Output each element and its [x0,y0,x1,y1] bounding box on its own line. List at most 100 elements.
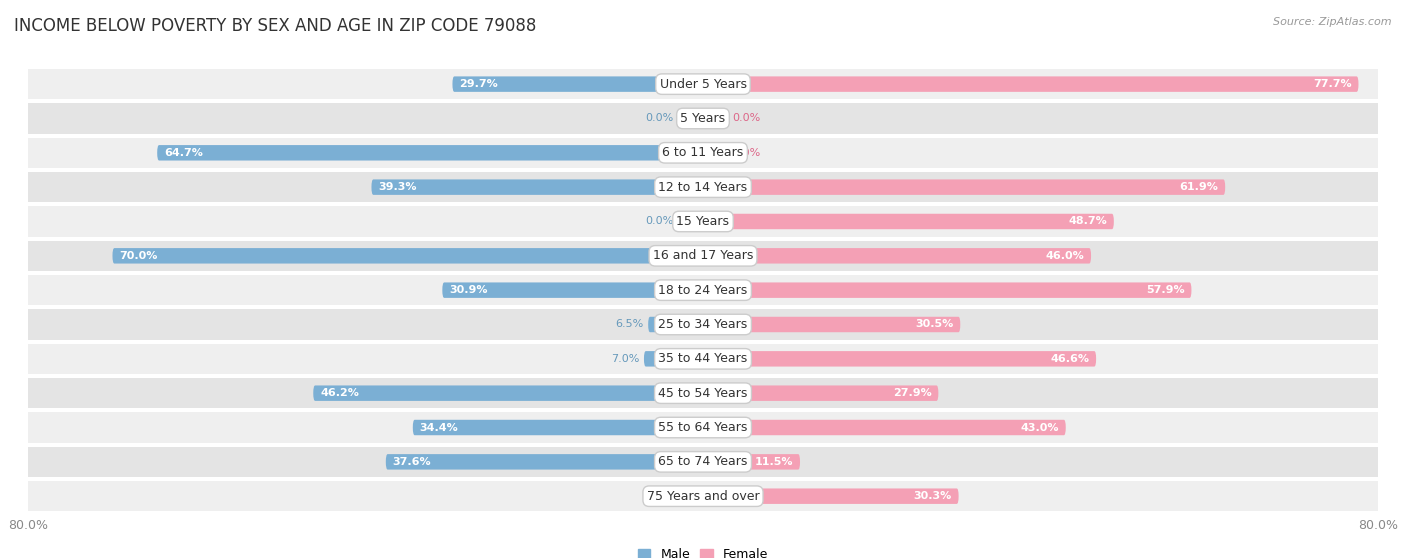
FancyBboxPatch shape [644,351,703,367]
Text: 46.0%: 46.0% [1046,251,1084,261]
Text: 18 to 24 Years: 18 to 24 Years [658,283,748,297]
Text: 48.7%: 48.7% [1069,217,1107,227]
Bar [28,376,1378,378]
Legend: Male, Female: Male, Female [638,548,768,558]
Bar [28,271,1378,273]
Bar [28,309,1378,340]
Bar [28,170,1378,172]
Bar [28,67,1378,69]
Bar [28,133,1378,136]
Bar [28,202,1378,204]
FancyBboxPatch shape [648,317,703,332]
Text: 34.4%: 34.4% [419,422,458,432]
FancyBboxPatch shape [453,76,703,92]
Text: 37.6%: 37.6% [392,457,432,467]
FancyBboxPatch shape [112,248,703,263]
FancyBboxPatch shape [678,214,703,229]
Bar [28,204,1378,206]
Text: 29.7%: 29.7% [460,79,498,89]
Text: 46.6%: 46.6% [1050,354,1090,364]
Text: 57.9%: 57.9% [1146,285,1185,295]
Bar [28,168,1378,170]
Bar [28,479,1378,481]
Bar [28,344,1378,374]
FancyBboxPatch shape [703,386,938,401]
Bar [28,237,1378,239]
Text: 75 Years and over: 75 Years and over [647,490,759,503]
Text: 0.0%: 0.0% [645,217,673,227]
Bar [28,273,1378,275]
Bar [28,239,1378,240]
Bar [28,340,1378,341]
Text: 55 to 64 Years: 55 to 64 Years [658,421,748,434]
Bar [28,341,1378,344]
Bar [28,206,1378,237]
Text: 70.0%: 70.0% [120,251,157,261]
FancyBboxPatch shape [703,420,1066,435]
Text: 25 to 34 Years: 25 to 34 Years [658,318,748,331]
Bar [28,408,1378,410]
FancyBboxPatch shape [371,180,703,195]
Text: 6.5%: 6.5% [616,320,644,329]
Bar [28,307,1378,309]
FancyBboxPatch shape [703,454,800,470]
FancyBboxPatch shape [703,180,1225,195]
Bar [28,172,1378,202]
Bar [28,447,1378,477]
Text: 0.0%: 0.0% [733,148,761,158]
Bar [28,103,1378,133]
Text: Source: ZipAtlas.com: Source: ZipAtlas.com [1274,17,1392,27]
FancyBboxPatch shape [385,454,703,470]
Bar [28,378,1378,408]
Text: 0.0%: 0.0% [645,113,673,123]
Text: 6 to 11 Years: 6 to 11 Years [662,146,744,159]
Text: Under 5 Years: Under 5 Years [659,78,747,90]
Bar [28,136,1378,138]
Bar [28,102,1378,103]
Bar [28,442,1378,445]
Text: 16 and 17 Years: 16 and 17 Years [652,249,754,262]
FancyBboxPatch shape [703,282,1191,298]
FancyBboxPatch shape [703,145,728,161]
Text: 7.0%: 7.0% [612,354,640,364]
Text: 5 Years: 5 Years [681,112,725,125]
Text: 11.5%: 11.5% [755,457,793,467]
Bar [28,138,1378,168]
Text: INCOME BELOW POVERTY BY SEX AND AGE IN ZIP CODE 79088: INCOME BELOW POVERTY BY SEX AND AGE IN Z… [14,17,537,35]
Text: 77.7%: 77.7% [1313,79,1351,89]
FancyBboxPatch shape [678,110,703,126]
Text: 30.3%: 30.3% [914,491,952,501]
Text: 30.5%: 30.5% [915,320,953,329]
FancyBboxPatch shape [703,110,728,126]
FancyBboxPatch shape [314,386,703,401]
Text: 35 to 44 Years: 35 to 44 Years [658,352,748,365]
Text: 0.0%: 0.0% [733,113,761,123]
Bar [28,410,1378,412]
FancyBboxPatch shape [703,248,1091,263]
Bar [28,99,1378,102]
Text: 0.0%: 0.0% [645,491,673,501]
Text: 43.0%: 43.0% [1021,422,1059,432]
Text: 64.7%: 64.7% [165,148,202,158]
Bar [28,275,1378,305]
FancyBboxPatch shape [703,214,1114,229]
Bar [28,481,1378,511]
Bar [28,412,1378,442]
Text: 12 to 14 Years: 12 to 14 Years [658,181,748,194]
Bar [28,240,1378,271]
Bar [28,374,1378,376]
Text: 39.3%: 39.3% [378,182,416,192]
FancyBboxPatch shape [157,145,703,161]
Text: 15 Years: 15 Years [676,215,730,228]
Bar [28,445,1378,447]
Bar [28,511,1378,513]
Text: 45 to 54 Years: 45 to 54 Years [658,387,748,400]
FancyBboxPatch shape [678,488,703,504]
Text: 30.9%: 30.9% [449,285,488,295]
FancyBboxPatch shape [413,420,703,435]
Bar [28,69,1378,99]
Text: 27.9%: 27.9% [893,388,932,398]
Bar [28,305,1378,307]
FancyBboxPatch shape [703,488,959,504]
Bar [28,477,1378,479]
